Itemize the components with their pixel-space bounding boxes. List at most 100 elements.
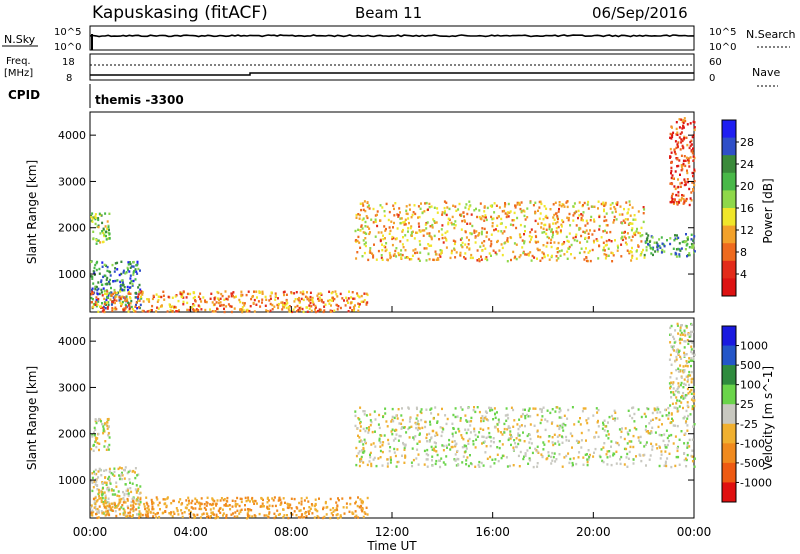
power-point [515,243,518,246]
power-point [516,216,519,220]
velocity-point [98,442,101,445]
velocity-point [215,504,218,507]
velocity-point [98,494,101,498]
power-point [357,235,360,239]
power-point [97,297,100,301]
velocity-point [425,408,428,411]
velocity-point [246,513,249,516]
velocity-point [580,439,583,442]
velocity-point [691,330,694,333]
power-point [519,254,522,257]
velocity-point [678,438,681,441]
velocity-point [612,417,615,420]
velocity-point [552,455,555,459]
power-point [101,230,104,233]
power-point [642,212,645,215]
velocity-point [107,497,110,500]
velocity-point [250,509,253,512]
power-point [509,210,512,213]
velocity-point [520,424,523,427]
velocity-point [90,506,93,509]
power-point [470,253,473,257]
velocity-point [92,511,95,514]
power-point [444,236,447,239]
power-point [468,205,471,208]
power-point [115,291,118,295]
power-point [374,220,377,223]
velocity-point [485,445,488,448]
x-tick-label-6: 00:00 [677,525,712,539]
velocity-point [526,449,529,452]
power-point [563,253,566,256]
velocity-point [682,333,684,336]
velocity-point [518,434,521,437]
power-point [389,254,392,257]
power-point [271,303,274,307]
velocity-point [582,407,585,410]
power-point [95,305,98,308]
power-point [671,135,674,138]
power-point [675,255,678,258]
velocity-point [301,513,304,516]
velocity-point [670,465,673,469]
power-point [103,301,106,304]
power-point [451,223,454,226]
velocity-point [106,424,109,427]
power-point [466,212,469,216]
power-point [631,254,634,257]
power-point [327,299,330,303]
velocity-point [104,514,107,517]
power-point [100,280,103,284]
velocity-point [650,442,653,445]
velocity-point [95,512,97,516]
power-point [346,299,349,302]
velocity-point [157,504,160,507]
velocity-point [400,414,403,417]
power-point [568,245,571,249]
velocity-point [106,427,109,430]
power-point [670,161,673,164]
power-point [119,287,122,290]
velocity-point [95,445,98,449]
power-point [670,252,673,256]
power-point [548,225,551,228]
velocity-point [558,434,561,437]
velocity-point [119,500,122,503]
power-point [686,143,689,147]
velocity-point [550,455,552,459]
velocity-point [684,457,687,460]
power-point [575,233,578,236]
power-point [621,235,624,239]
velocity-point [693,465,696,468]
power-point [385,227,387,231]
velocity-point [278,497,281,500]
power-point [286,301,289,305]
velocity-point [105,448,108,451]
velocity-point [578,451,581,454]
power-point [289,310,292,313]
power-point [511,219,514,222]
velocity-point [240,497,243,501]
power-point [149,308,152,312]
velocity-point [473,430,476,433]
velocity-point [424,420,427,424]
power-point [684,183,687,186]
power-point [403,223,406,226]
velocity-point [688,445,691,448]
velocity-point [99,469,102,472]
power-point [593,218,595,221]
power-point [92,230,95,233]
power-point [491,225,494,228]
velocity-point [691,460,694,463]
power-point [612,221,615,224]
power-point [603,219,606,223]
power-point [362,231,365,234]
velocity-point [373,410,376,413]
velocity-point [498,440,501,443]
power-point [273,305,276,308]
power-point [119,280,122,284]
power-ytick-label-3000: 3000 [58,175,86,188]
velocity-point [675,455,678,459]
power-point [540,226,543,229]
velocity-point [568,461,571,465]
